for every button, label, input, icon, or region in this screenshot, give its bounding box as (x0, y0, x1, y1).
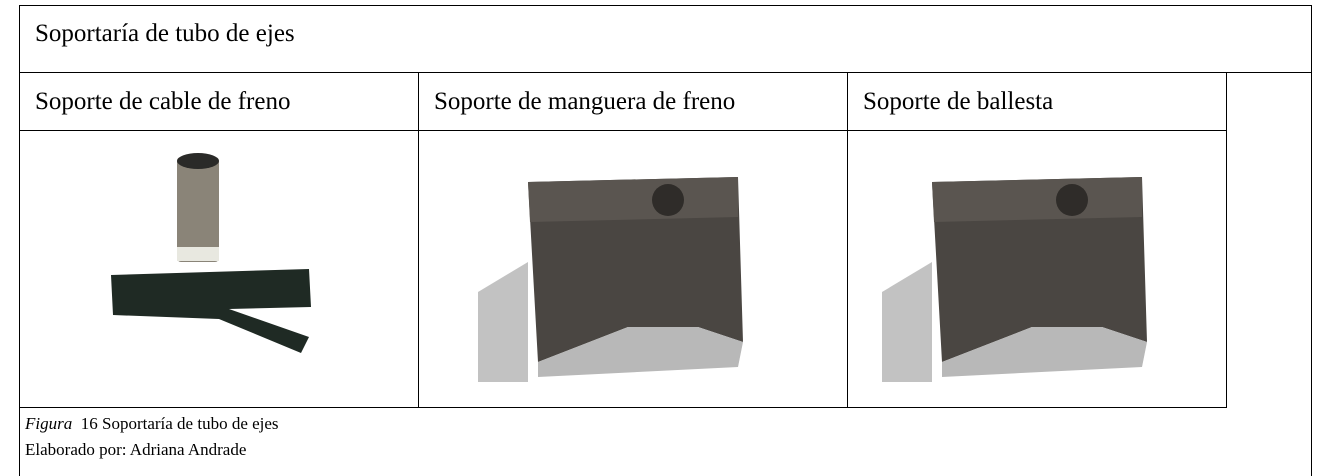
parts-table: Soporte de cable de freno Soporte de man… (19, 72, 1227, 408)
header-row: Soporte de cable de freno Soporte de man… (19, 72, 1227, 131)
header-cell: Soporte de manguera de freno (418, 72, 848, 131)
hose-support-image (478, 176, 743, 382)
image-cell (418, 130, 848, 408)
leaf-spring-support-image (882, 176, 1147, 382)
image-row (19, 130, 1227, 408)
figure-caption: Figura 16 Soportaría de tubo de ejes (25, 411, 279, 437)
caption-number: 16 (80, 414, 98, 433)
title: Soportaría de tubo de ejes (35, 20, 295, 47)
caption-text: Soportaría de tubo de ejes (101, 414, 279, 433)
caption: Figura 16 Soportaría de tubo de ejes Ela… (25, 411, 279, 463)
header-cell: Soporte de cable de freno (19, 72, 419, 131)
image-cell (847, 130, 1227, 408)
cable-support-image (111, 152, 311, 353)
header-cell: Soporte de ballesta (847, 72, 1227, 131)
credit: Elaborado por: Adriana Andrade (25, 440, 247, 459)
caption-label: Figura (25, 414, 73, 433)
image-cell (19, 130, 419, 408)
